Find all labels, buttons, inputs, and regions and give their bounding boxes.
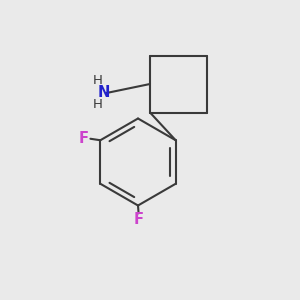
Text: N: N [97,85,110,100]
Text: F: F [79,131,89,146]
Text: F: F [134,212,144,227]
Text: H: H [93,74,102,87]
Text: H: H [93,98,102,111]
